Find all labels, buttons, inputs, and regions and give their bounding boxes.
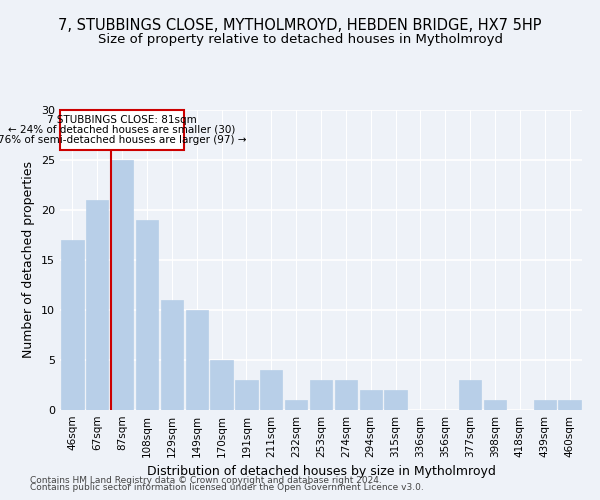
Bar — [260, 370, 283, 410]
Bar — [185, 310, 208, 410]
Bar — [136, 220, 158, 410]
Text: Contains HM Land Registry data © Crown copyright and database right 2024.: Contains HM Land Registry data © Crown c… — [30, 476, 382, 485]
Y-axis label: Number of detached properties: Number of detached properties — [22, 162, 35, 358]
Bar — [459, 380, 481, 410]
Bar — [235, 380, 257, 410]
Text: 76% of semi-detached houses are larger (97) →: 76% of semi-detached houses are larger (… — [0, 136, 247, 145]
Bar — [484, 400, 506, 410]
Bar — [285, 400, 307, 410]
Bar — [61, 240, 83, 410]
Text: Contains public sector information licensed under the Open Government Licence v3: Contains public sector information licen… — [30, 484, 424, 492]
Bar — [533, 400, 556, 410]
FancyBboxPatch shape — [61, 110, 184, 150]
Text: ← 24% of detached houses are smaller (30): ← 24% of detached houses are smaller (30… — [8, 125, 236, 135]
Bar — [86, 200, 109, 410]
Text: Size of property relative to detached houses in Mytholmroyd: Size of property relative to detached ho… — [97, 32, 503, 46]
Bar — [559, 400, 581, 410]
X-axis label: Distribution of detached houses by size in Mytholmroyd: Distribution of detached houses by size … — [146, 466, 496, 478]
Bar — [111, 160, 133, 410]
Bar — [211, 360, 233, 410]
Bar — [161, 300, 183, 410]
Text: 7 STUBBINGS CLOSE: 81sqm: 7 STUBBINGS CLOSE: 81sqm — [47, 114, 197, 124]
Bar — [385, 390, 407, 410]
Bar — [310, 380, 332, 410]
Bar — [335, 380, 357, 410]
Text: 7, STUBBINGS CLOSE, MYTHOLMROYD, HEBDEN BRIDGE, HX7 5HP: 7, STUBBINGS CLOSE, MYTHOLMROYD, HEBDEN … — [58, 18, 542, 32]
Bar — [359, 390, 382, 410]
